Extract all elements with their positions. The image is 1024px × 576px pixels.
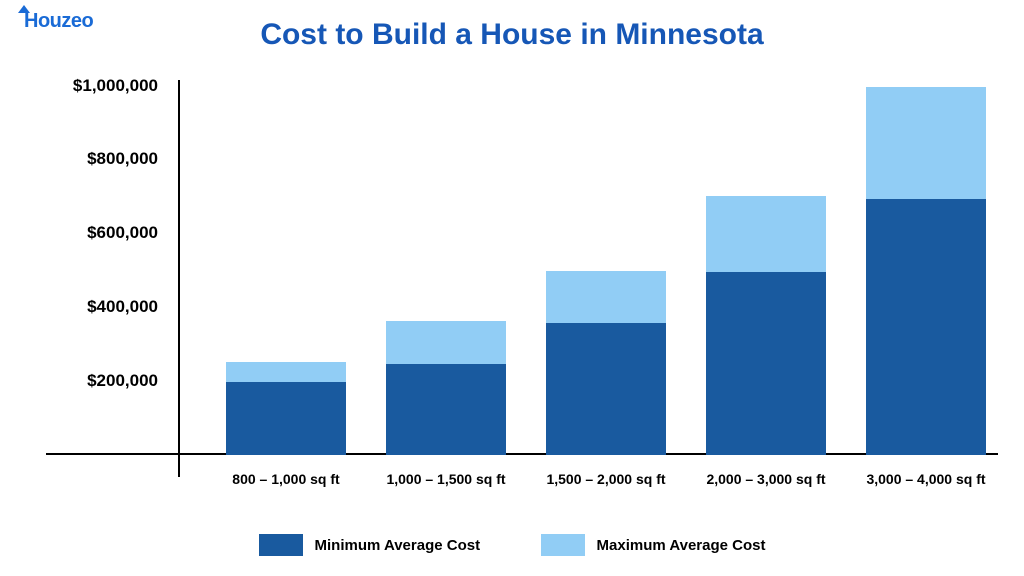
bar-min [866, 199, 986, 455]
y-tick-label: $800,000 [0, 149, 158, 169]
bar-group [386, 321, 506, 455]
legend-swatch-max [541, 534, 585, 556]
legend-swatch-min [259, 534, 303, 556]
bar-group [226, 362, 346, 455]
y-tick-label: $600,000 [0, 223, 158, 243]
legend-label-min: Minimum Average Cost [315, 537, 481, 554]
y-tick-label: $400,000 [0, 297, 158, 317]
y-tick-label: $200,000 [0, 371, 158, 391]
legend-item-min: Minimum Average Cost [259, 534, 481, 556]
bar-group [706, 196, 826, 455]
category-label: 800 – 1,000 sq ft [208, 471, 364, 487]
y-tick-label: $1,000,000 [0, 76, 158, 96]
category-label: 3,000 – 4,000 sq ft [848, 471, 1004, 487]
legend: Minimum Average Cost Maximum Average Cos… [0, 534, 1024, 561]
category-label: 1,000 – 1,500 sq ft [368, 471, 524, 487]
bar-min [706, 272, 826, 455]
bar-group [866, 87, 986, 455]
chart-plot-area [178, 86, 998, 455]
category-label: 2,000 – 3,000 sq ft [688, 471, 844, 487]
legend-label-max: Maximum Average Cost [597, 537, 766, 554]
legend-item-max: Maximum Average Cost [541, 534, 766, 556]
x-axis-line [46, 453, 998, 455]
bar-min [226, 382, 346, 455]
category-label: 1,500 – 2,000 sq ft [528, 471, 684, 487]
bar-group [546, 271, 666, 455]
bar-min [386, 364, 506, 456]
chart-title: Cost to Build a House in Minnesota [0, 18, 1024, 52]
bar-min [546, 323, 666, 455]
y-axis-line [178, 80, 180, 477]
